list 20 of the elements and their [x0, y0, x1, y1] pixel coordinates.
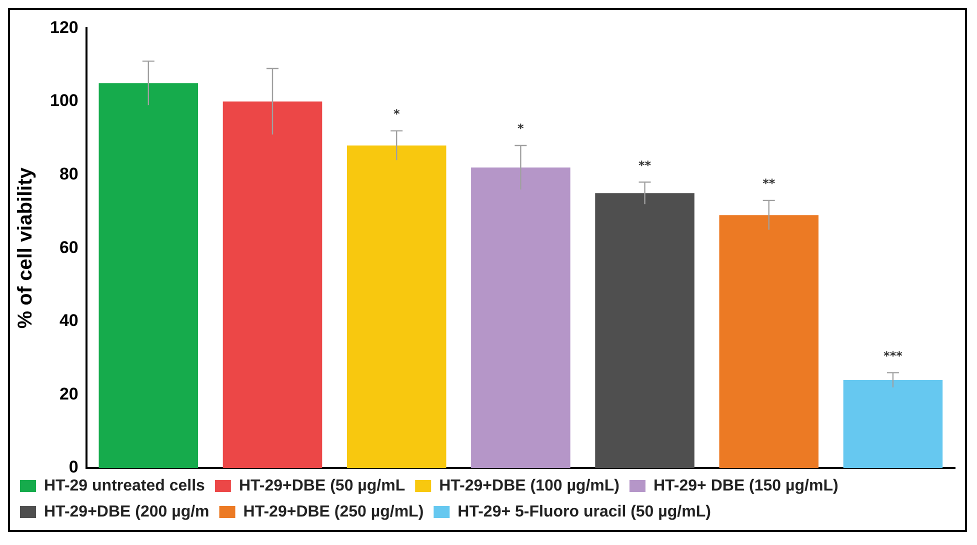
annotation: *: [518, 122, 525, 136]
y-tick-label: 60: [59, 238, 78, 257]
legend-label: HT-29+DBE (200 µg/m: [44, 503, 210, 520]
y-tick-label: 120: [50, 18, 78, 37]
legend-label: HT-29+DBE (100 µg/mL): [439, 477, 620, 494]
legend-label: HT-29+DBE (50 µg/mL: [238, 477, 406, 494]
y-tick-label: 100: [50, 91, 78, 110]
legend-label: HT-29 untreated cells: [44, 477, 206, 494]
annotation: *: [393, 106, 400, 121]
y-tick-label: 0: [68, 458, 78, 477]
legend-label: HT-29+DBE (250 µg/mL): [243, 503, 424, 520]
y-tick-label: 80: [59, 164, 78, 184]
y-axis-title: % of cell viability: [14, 166, 37, 329]
y-tick-label: 20: [59, 384, 78, 404]
annotation: ***: [884, 348, 904, 363]
legend-label: HT-29+ 5-Fluoro uracil (50 µg/mL): [458, 503, 711, 520]
y-tick-label: 40: [59, 311, 78, 330]
legend-label: HT-29+ DBE (150 µg/mL): [653, 477, 838, 494]
annotation: **: [638, 158, 652, 172]
annotation: **: [762, 176, 776, 191]
